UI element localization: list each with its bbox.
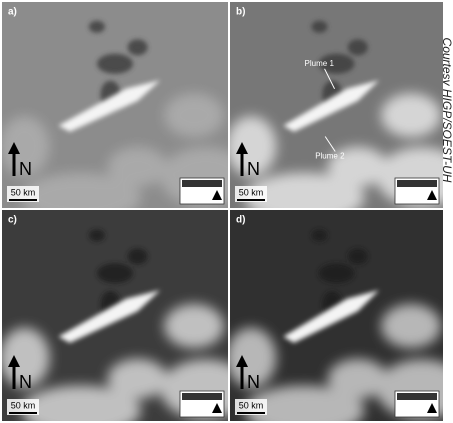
scale-label: 50 km (239, 187, 264, 197)
panel-label: c) (8, 215, 17, 226)
annotation-arrow (324, 68, 335, 90)
panel: d) N 50 km (230, 210, 443, 421)
scale-label: 50 km (11, 187, 36, 197)
logo-mark (427, 190, 437, 200)
island (127, 248, 148, 265)
cloud (244, 385, 365, 421)
island (127, 39, 148, 56)
cloud (327, 146, 388, 187)
logo-band (397, 393, 437, 400)
annotation: Plume 2 (315, 152, 345, 161)
credit: Courtesy HIGP/SOEST-UH (440, 38, 453, 183)
scale-bg (235, 399, 267, 415)
north-label: N (247, 372, 260, 392)
panel-label: a) (8, 7, 17, 18)
logo-mark (212, 190, 222, 200)
cloud (107, 358, 168, 399)
scale-label: 50 km (239, 400, 264, 410)
image (230, 2, 443, 208)
panel: a) N 50 km (2, 2, 228, 208)
clouds (230, 93, 443, 208)
island (311, 229, 328, 242)
island (88, 20, 105, 33)
plume (58, 290, 161, 343)
panel: b) N 50 km Plume 1 Plume 2 (230, 2, 443, 208)
logo-band (182, 393, 222, 400)
island (347, 248, 368, 265)
island (97, 263, 133, 284)
clouds (230, 304, 443, 421)
north-arrow-head (236, 355, 248, 367)
plume (283, 80, 380, 132)
cloud (107, 146, 168, 187)
annotation-arrow (324, 136, 336, 152)
island (97, 53, 133, 74)
plume (58, 80, 161, 132)
cloud (21, 385, 142, 421)
panel: c) N 50 km (2, 210, 228, 421)
cloud (21, 172, 142, 208)
cloud (381, 304, 442, 349)
image (2, 210, 228, 421)
logo-band (397, 180, 437, 187)
cloud (327, 358, 388, 399)
plume (283, 290, 380, 343)
cloud (164, 304, 225, 349)
logo-mark (212, 403, 222, 413)
scale-bg (235, 186, 267, 202)
island (318, 53, 355, 74)
panel-label: d) (236, 215, 245, 226)
panel-label: b) (236, 7, 245, 18)
cloud (244, 172, 365, 208)
scale-label: 50 km (11, 400, 36, 410)
logo-band (182, 180, 222, 187)
image (230, 210, 443, 421)
clouds (2, 93, 228, 208)
cloud (164, 93, 225, 138)
north-arrow-head (236, 142, 248, 154)
north-label: N (19, 372, 32, 392)
island (311, 20, 328, 33)
cloud (381, 93, 442, 138)
island (347, 39, 368, 56)
clouds (2, 304, 228, 421)
annotation: Plume 1 (305, 59, 335, 68)
island (88, 229, 105, 242)
north-label: N (19, 159, 32, 179)
image (2, 2, 228, 208)
north-label: N (247, 159, 260, 179)
north-arrow-head (8, 142, 20, 154)
north-arrow-head (8, 355, 20, 367)
scale-bg (7, 186, 39, 202)
island (318, 263, 355, 284)
logo-mark (427, 403, 437, 413)
scale-bg (7, 399, 39, 415)
